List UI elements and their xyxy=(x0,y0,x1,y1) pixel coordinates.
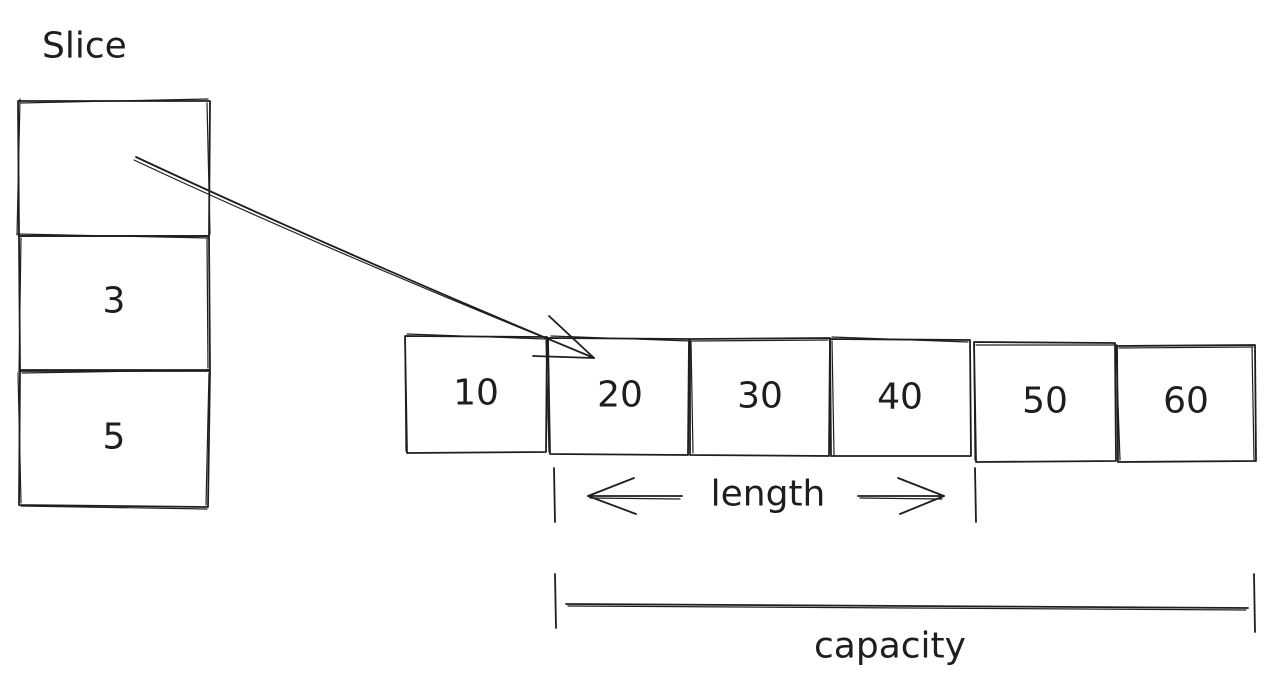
capacity-label: capacity xyxy=(814,626,966,667)
slice-capacity-cell: 5 xyxy=(17,369,211,510)
array-cell-label: 50 xyxy=(1022,381,1068,422)
capacity-left-tick xyxy=(554,573,557,629)
slice-capacity-value: 5 xyxy=(103,417,126,458)
array-cell-label: 40 xyxy=(877,377,923,418)
length-right-arrow-icon xyxy=(857,477,945,515)
array-boxes: 10 20 30 40 50 60 xyxy=(404,333,1257,463)
slice-title: Slice xyxy=(42,26,127,67)
array-cell-10: 10 xyxy=(404,333,548,454)
slice-length-value: 3 xyxy=(103,281,126,322)
slice-header-box: 3 5 xyxy=(16,98,211,510)
array-cell-label: 60 xyxy=(1163,381,1209,422)
slice-pointer-cell xyxy=(16,98,211,239)
length-left-arrow-icon xyxy=(587,477,683,515)
array-cell-30: 30 xyxy=(689,337,831,457)
length-annotation: length xyxy=(553,467,977,523)
array-cell-40: 40 xyxy=(829,336,972,457)
length-right-tick xyxy=(974,467,977,523)
array-cell-20: 20 xyxy=(545,335,691,456)
array-cell-50: 50 xyxy=(973,341,1118,463)
capacity-annotation: capacity xyxy=(554,573,1256,667)
capacity-right-tick xyxy=(1253,573,1256,633)
array-cell-label: 20 xyxy=(597,375,643,416)
array-cell-label: 10 xyxy=(453,373,499,414)
length-label: length xyxy=(711,474,826,515)
capacity-line xyxy=(565,603,1249,609)
array-cell-60: 60 xyxy=(1115,344,1257,463)
slice-length-cell: 3 xyxy=(18,235,211,373)
length-left-tick xyxy=(553,467,556,523)
pointer-arrow xyxy=(133,156,595,359)
array-cell-label: 30 xyxy=(737,376,783,417)
